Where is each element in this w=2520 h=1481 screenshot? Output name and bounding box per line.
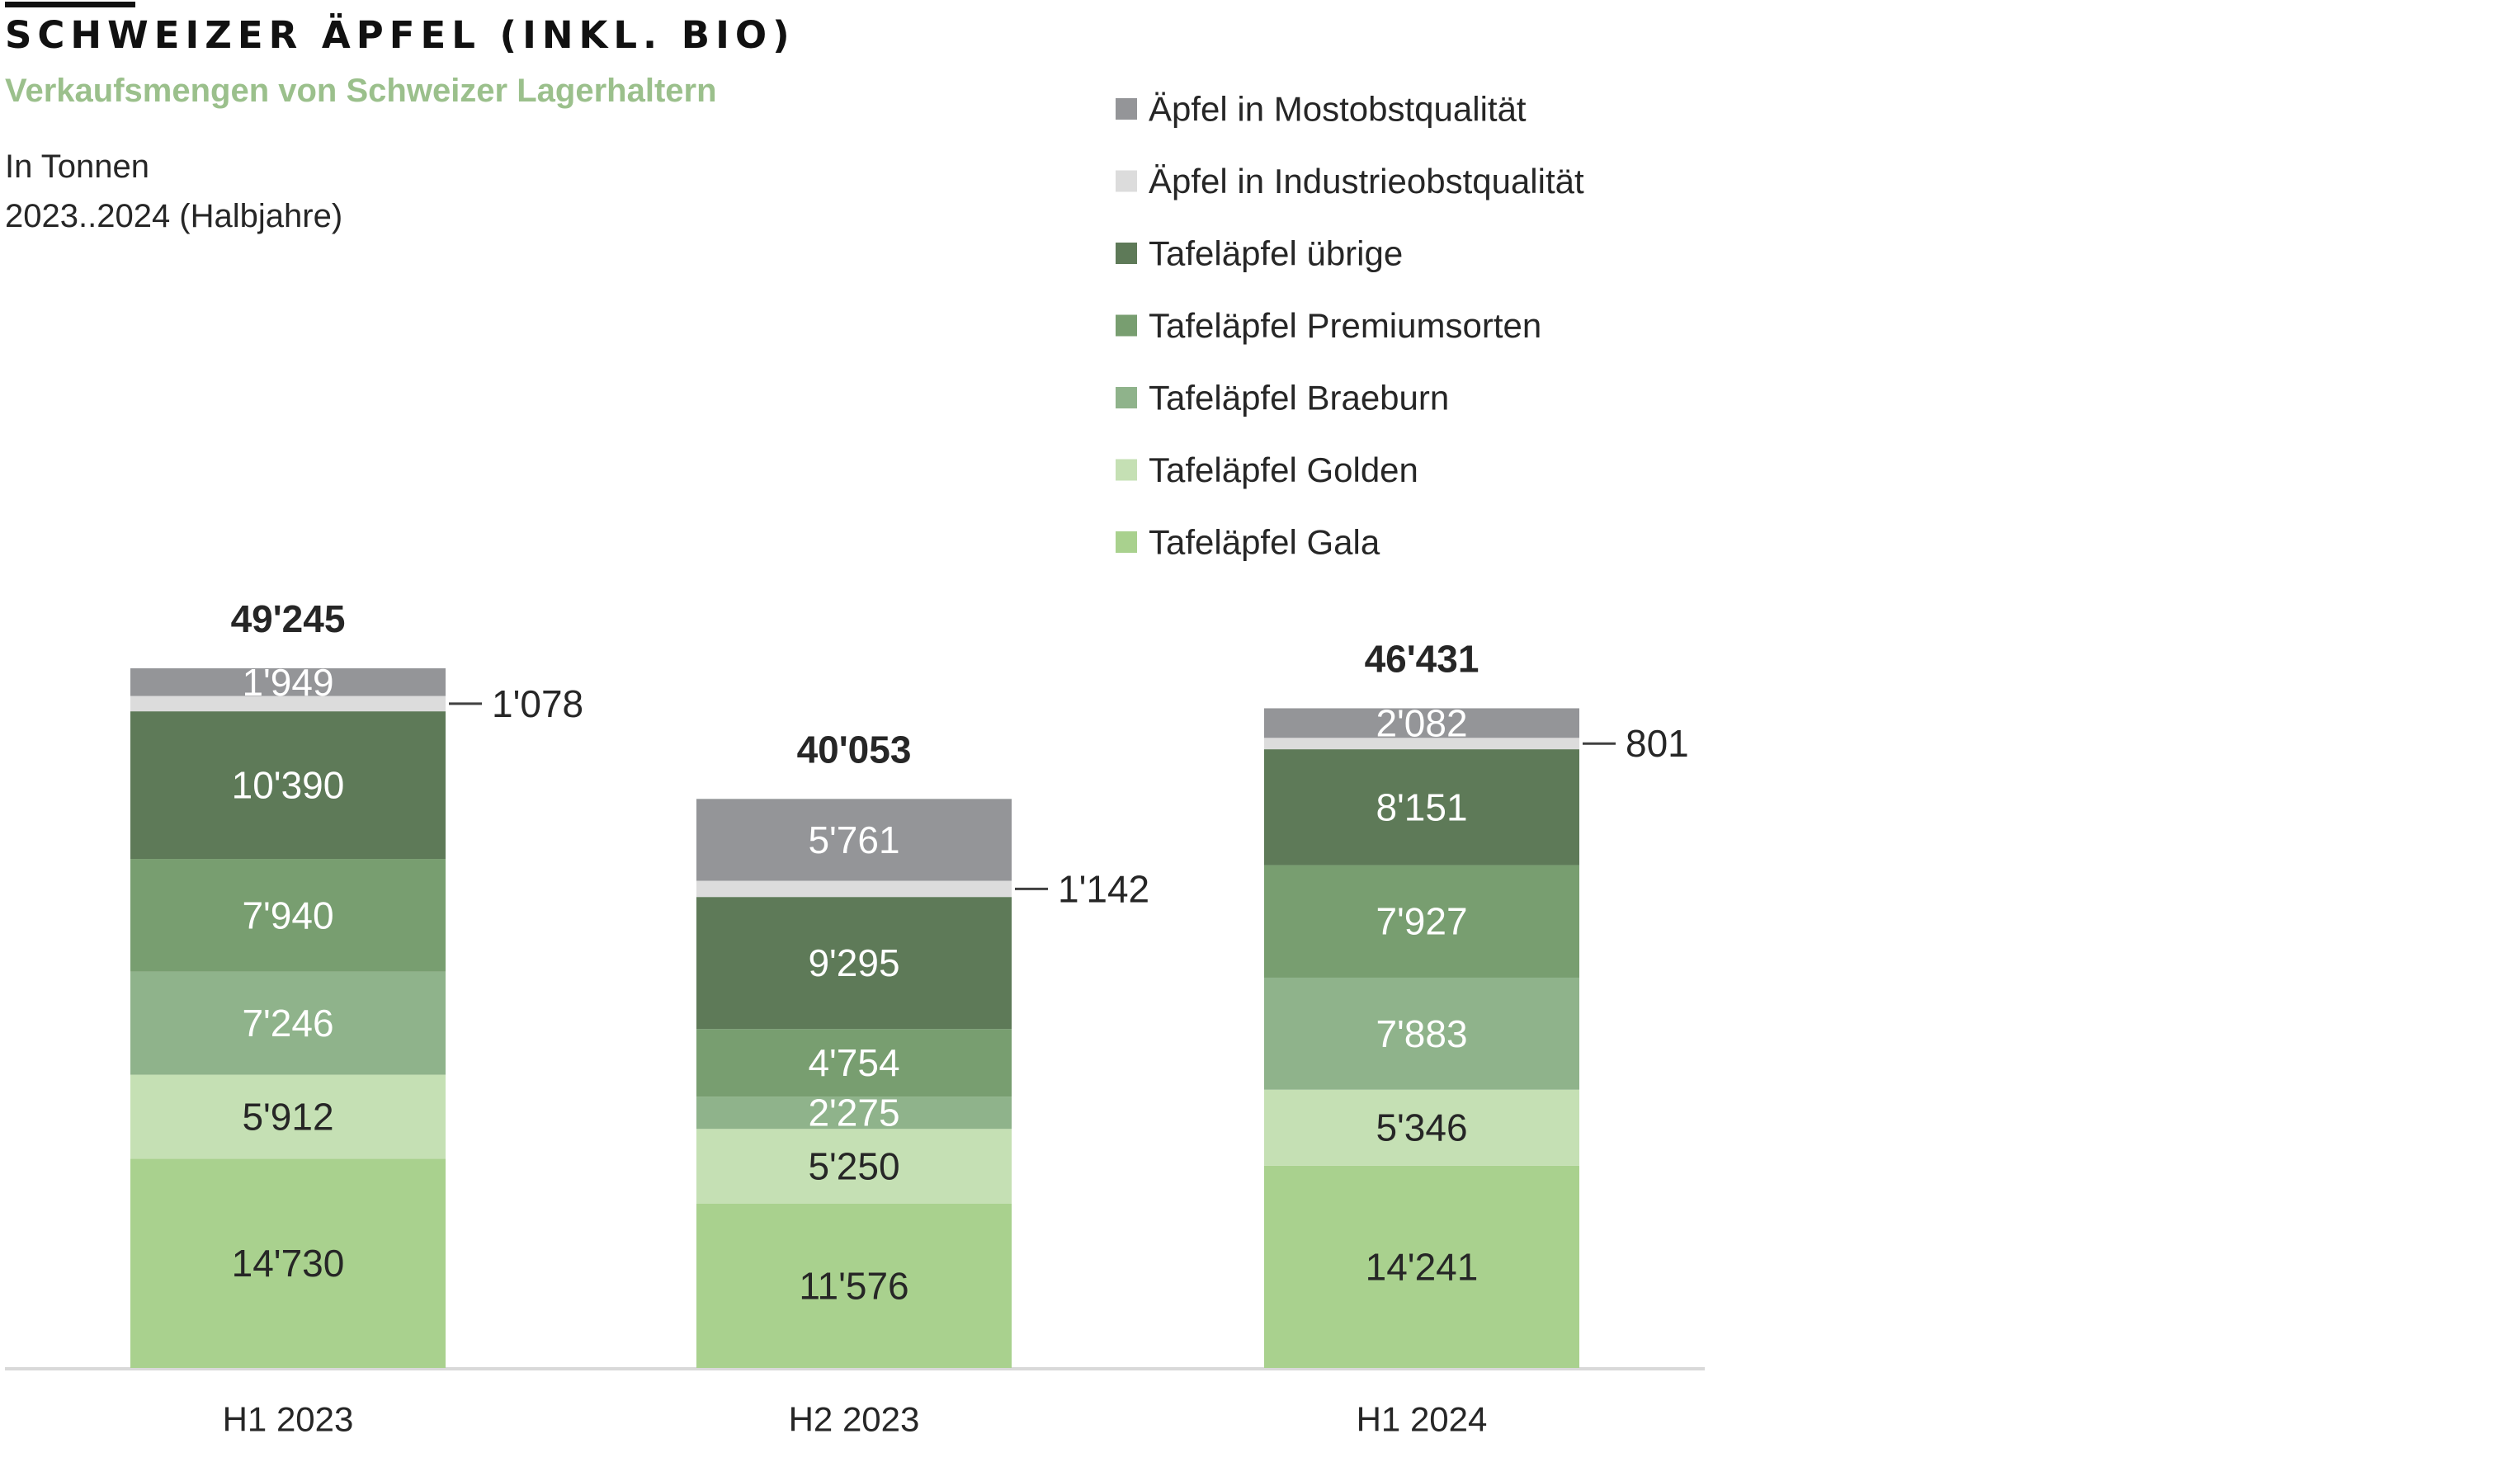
data-label-aepfel-in-industrieobstqualitaet-1: 1'078 [492, 682, 583, 725]
bar-segment-tafelaepfel-golden-1 [130, 1074, 446, 1159]
data-label-aepfel-in-industrieobstqualitaet-3: 801 [1626, 722, 1689, 765]
bar-segment-aepfel-in-mostobstqualitaet-2 [696, 799, 1012, 881]
data-label-aepfel-in-mostobstqualitaet-3: 2'082 [1376, 701, 1467, 744]
data-label-tafelaepfel-uebrige-1: 10'390 [232, 764, 345, 807]
bar-segment-tafelaepfel-premiumsorten-2 [696, 1029, 1012, 1097]
data-label-aepfel-in-mostobstqualitaet-1: 1'949 [242, 661, 333, 704]
bar-segment-aepfel-in-industrieobstqualitaet-1 [130, 696, 446, 712]
bar-segment-tafelaepfel-braeburn-2 [696, 1097, 1012, 1130]
bar-segment-tafelaepfel-braeburn-3 [1264, 977, 1579, 1090]
data-label-tafelaepfel-premiumsorten-1: 7'940 [242, 894, 333, 936]
data-label-aepfel-in-industrieobstqualitaet-2: 1'142 [1058, 867, 1149, 910]
legend-swatch-tafelaepfel-premiumsorten [1116, 314, 1137, 337]
bar-segment-tafelaepfel-golden-3 [1264, 1089, 1579, 1166]
bar-segment-aepfel-in-industrieobstqualitaet-3 [1264, 738, 1579, 750]
bar-segment-tafelaepfel-uebrige-3 [1264, 749, 1579, 865]
bar-segment-tafelaepfel-braeburn-1 [130, 971, 446, 1075]
bar-segment-tafelaepfel-premiumsorten-1 [130, 859, 446, 972]
legend-swatch-tafelaepfel-braeburn [1116, 387, 1137, 408]
data-label-tafelaepfel-golden-2: 5'250 [808, 1144, 899, 1187]
bar-segment-aepfel-in-mostobstqualitaet-1 [130, 668, 446, 696]
x-tick-label-3: H1 2024 [1357, 1400, 1488, 1439]
chart-subtitle: Verkaufsmengen von Schweizer Lagerhalter… [5, 73, 717, 109]
data-label-tafelaepfel-gala-2: 11'576 [799, 1264, 908, 1307]
data-label-tafelaepfel-premiumsorten-2: 4'754 [808, 1041, 899, 1084]
data-label-tafelaepfel-uebrige-2: 9'295 [808, 941, 899, 984]
legend-swatch-tafelaepfel-gala [1116, 531, 1137, 553]
data-label-tafelaepfel-braeburn-3: 7'883 [1376, 1012, 1467, 1055]
bar-segment-tafelaepfel-gala-1 [130, 1158, 446, 1368]
data-label-tafelaepfel-golden-3: 5'346 [1376, 1106, 1467, 1149]
total-label-3: 46'431 [1365, 637, 1479, 680]
bar-segment-tafelaepfel-premiumsorten-3 [1264, 865, 1579, 978]
x-tick-label-2: H2 2023 [789, 1400, 920, 1439]
legend-label-tafelaepfel-gala: Tafeläpfel Gala [1149, 523, 1380, 562]
data-label-tafelaepfel-braeburn-2: 2'275 [808, 1092, 899, 1134]
legend-label-aepfel-in-mostobstqualitaet: Äpfel in Mostobstqualität [1149, 90, 1527, 129]
legend-label-aepfel-in-industrieobstqualitaet: Äpfel in Industrieobstqualität [1149, 162, 1584, 200]
unit-note: In Tonnen [5, 149, 149, 185]
legend-label-tafelaepfel-premiumsorten: Tafeläpfel Premiumsorten [1149, 306, 1541, 345]
legend-swatch-tafelaepfel-golden [1116, 459, 1137, 481]
legend-swatch-tafelaepfel-uebrige [1116, 243, 1137, 264]
legend-swatch-aepfel-in-mostobstqualitaet [1116, 98, 1137, 120]
x-tick-label-1: H1 2023 [223, 1400, 354, 1439]
bar-segment-tafelaepfel-gala-2 [696, 1203, 1012, 1368]
legend-label-tafelaepfel-uebrige: Tafeläpfel übrige [1149, 234, 1403, 273]
total-label-1: 49'245 [231, 597, 346, 640]
bar-segment-tafelaepfel-uebrige-1 [130, 711, 446, 860]
legend-swatch-aepfel-in-industrieobstqualitaet [1116, 170, 1137, 192]
legend-label-tafelaepfel-golden: Tafeläpfel Golden [1149, 450, 1418, 489]
data-label-aepfel-in-mostobstqualitaet-2: 5'761 [808, 818, 899, 861]
data-label-tafelaepfel-gala-3: 14'241 [1366, 1245, 1479, 1288]
bar-segment-aepfel-in-mostobstqualitaet-3 [1264, 708, 1579, 738]
data-label-tafelaepfel-gala-1: 14'730 [232, 1242, 345, 1285]
bar-segment-tafelaepfel-golden-2 [696, 1129, 1012, 1204]
legend-label-tafelaepfel-braeburn: Tafeläpfel Braeburn [1149, 379, 1449, 417]
title-accent-bar [5, 2, 135, 7]
data-label-tafelaepfel-braeburn-1: 7'246 [242, 1002, 333, 1045]
total-label-2: 40'053 [797, 728, 912, 771]
chart-title: SCHWEIZER ÄPFEL (INKL. BIO) [5, 13, 795, 57]
data-label-tafelaepfel-golden-1: 5'912 [242, 1095, 333, 1138]
bar-segment-tafelaepfel-gala-3 [1264, 1165, 1579, 1368]
period-note: 2023..2024 (Halbjahre) [5, 198, 343, 234]
bar-segment-tafelaepfel-uebrige-2 [696, 897, 1012, 1030]
data-label-tafelaepfel-uebrige-3: 8'151 [1376, 785, 1467, 828]
data-label-tafelaepfel-premiumsorten-3: 7'927 [1376, 900, 1467, 943]
bar-segment-aepfel-in-industrieobstqualitaet-2 [696, 880, 1012, 898]
